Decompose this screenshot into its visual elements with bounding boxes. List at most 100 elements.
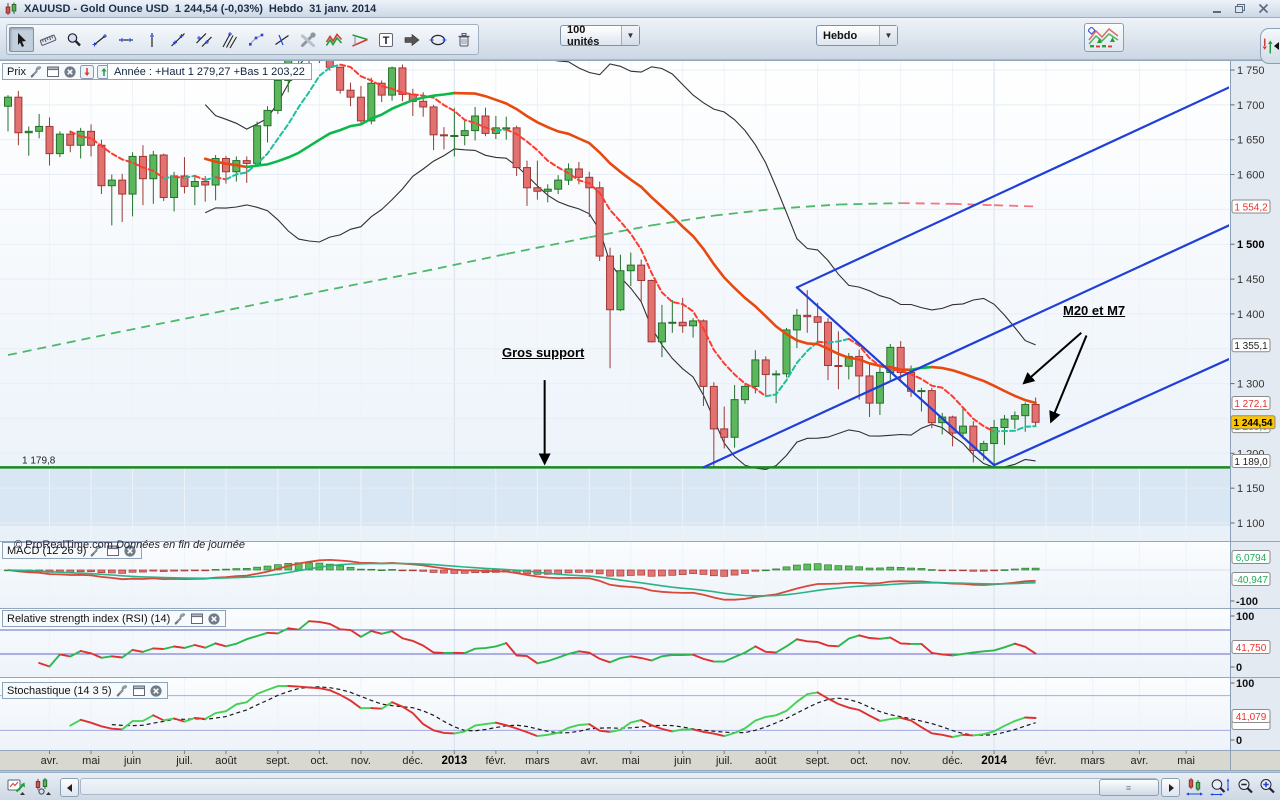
time-axis-label: juil. (175, 755, 193, 767)
time-axis-label: avr. (1131, 755, 1149, 767)
segment-tool[interactable] (87, 27, 112, 52)
ma-arrow (1022, 331, 1082, 385)
year-range-info: Année : +Haut 1 279,27 +Bas 1 203,22 (107, 63, 312, 80)
cursor-tool[interactable] (9, 27, 34, 52)
restore-button[interactable] (1234, 3, 1247, 14)
time-axis-label: mai (82, 755, 100, 767)
triangle-pattern-tool[interactable] (347, 27, 372, 52)
drawing-tools-button[interactable] (295, 27, 320, 52)
window-icon[interactable] (132, 684, 146, 698)
vertical-line-tool[interactable] (139, 27, 164, 52)
stochastic-panel-label: Stochastique (14 3 5) (7, 684, 112, 697)
axis-value-box (1230, 415, 1276, 430)
price-tick-label: 1 500 (1237, 239, 1265, 251)
chart-template-icon (1088, 27, 1119, 48)
chart-template-button[interactable] (1084, 23, 1124, 52)
svg-text:1 272,1: 1 272,1 (1234, 399, 1268, 410)
trend-line-tool[interactable] (165, 27, 190, 52)
close-icon[interactable] (123, 544, 137, 558)
time-axis-label: avr. (41, 755, 59, 767)
bottom-toolbar: ≡ (0, 772, 1280, 800)
rsi-panel-header: Relative strength index (RSI) (14) (2, 610, 227, 627)
close-icon[interactable] (149, 684, 163, 698)
delete-drawings-tool[interactable] (451, 27, 476, 52)
zoom-fit-button[interactable] (1209, 776, 1231, 798)
svg-text:1 244,54: 1 244,54 (1234, 418, 1273, 429)
scale-down-button[interactable] (79, 64, 94, 79)
price-tick-label: 1 450 (1237, 274, 1265, 286)
angle-line-tool[interactable] (269, 27, 294, 52)
wrench-icon[interactable] (29, 65, 43, 79)
chevron-down-icon: ▼ (879, 26, 897, 45)
time-axis-label: mars (525, 755, 550, 767)
zigzag-pattern-tool[interactable] (321, 27, 346, 52)
ellipse-tool[interactable] (425, 27, 450, 52)
arrow-tool[interactable] (399, 27, 424, 52)
zoom-out-button[interactable] (1235, 776, 1257, 798)
time-axis-label: août (755, 755, 776, 767)
scroll-left-button[interactable] (60, 778, 79, 797)
axis-value-box (1231, 396, 1271, 411)
window-icon[interactable] (106, 544, 120, 558)
window-title-price: 1 244,54 (-0,03%) (174, 2, 263, 15)
scroll-right-button[interactable] (1161, 778, 1180, 797)
time-axis-label: sept. (806, 755, 830, 767)
window-icon[interactable] (46, 65, 60, 79)
side-panel-tab[interactable] (1260, 28, 1280, 64)
window-icon[interactable] (190, 612, 204, 626)
macd-panel-header: MACD (12 26 9) (2, 542, 143, 559)
wrench-icon[interactable] (173, 612, 187, 626)
price-tick-label: 1 600 (1237, 170, 1265, 182)
axis-value-box (1231, 338, 1271, 353)
time-axis-label: déc. (402, 755, 423, 767)
ruler-tool[interactable] (35, 27, 60, 52)
wrench-icon[interactable] (89, 544, 103, 558)
zoom-tool[interactable] (61, 27, 86, 52)
svg-text:1 189,0: 1 189,0 (1234, 457, 1268, 468)
text-tool[interactable]: T (373, 27, 398, 52)
ma-annotation-text[interactable]: M20 et M7 (1063, 303, 1126, 318)
chart-scrollbar[interactable]: ≡ (80, 778, 1159, 796)
close-button[interactable] (1257, 3, 1270, 14)
time-axis-label: juin (673, 755, 691, 767)
close-icon[interactable] (63, 65, 77, 79)
axis-value-box (1231, 453, 1271, 468)
period-dropdown[interactable]: Hebdo ▼ (816, 25, 898, 46)
price-tick-label: 1 300 (1237, 379, 1265, 391)
price-tick-label: 1 750 (1237, 65, 1265, 77)
pitchfork-tool[interactable] (217, 27, 242, 52)
export-chart-button[interactable] (6, 776, 28, 798)
support-annotation-text[interactable]: Gros support (502, 345, 585, 360)
tool-strip: T (6, 24, 479, 55)
time-axis-label: mai (1177, 755, 1195, 767)
copyright-note: © ProRealTime.com Données en fin de jour… (14, 539, 246, 551)
parallel-lines-tool[interactable] (191, 27, 216, 52)
time-axis-label: 2014 (981, 755, 1007, 767)
time-axis-label: févr. (485, 755, 506, 767)
price-tick-label: 1 650 (1237, 135, 1265, 147)
time-axis-label: mars (1080, 755, 1105, 767)
close-icon[interactable] (207, 612, 221, 626)
time-axis-label: sept. (266, 755, 290, 767)
time-axis-label: juin (123, 755, 141, 767)
link-charts-button[interactable] (32, 776, 54, 798)
svg-text:41,079: 41,079 (1236, 712, 1267, 723)
minimize-button[interactable] (1211, 3, 1224, 14)
zoom-in-button[interactable] (1257, 776, 1279, 798)
horizontal-line-tool[interactable] (113, 27, 138, 52)
time-axis-label: déc. (942, 755, 963, 767)
point-series-tool[interactable] (243, 27, 268, 52)
time-axis-label: oct. (850, 755, 868, 767)
time-axis-label: juil. (715, 755, 733, 767)
rsi-axis-label: 100 (1236, 611, 1254, 623)
drawing-toolbar: T 100 unités ▼ Hebdo ▼ (0, 18, 1280, 60)
lower-channel-line (992, 357, 1229, 467)
adjust-candles-button[interactable] (1184, 776, 1206, 798)
scrollbar-thumb[interactable]: ≡ (1099, 779, 1159, 796)
window-title-period: Hebdo (268, 2, 304, 15)
window-title-symbol: XAUUSD - Gold Ounce USD (24, 2, 169, 15)
units-dropdown[interactable]: 100 unités ▼ (560, 24, 640, 48)
time-axis-label: nov. (351, 755, 371, 767)
wrench-icon[interactable] (115, 684, 129, 698)
